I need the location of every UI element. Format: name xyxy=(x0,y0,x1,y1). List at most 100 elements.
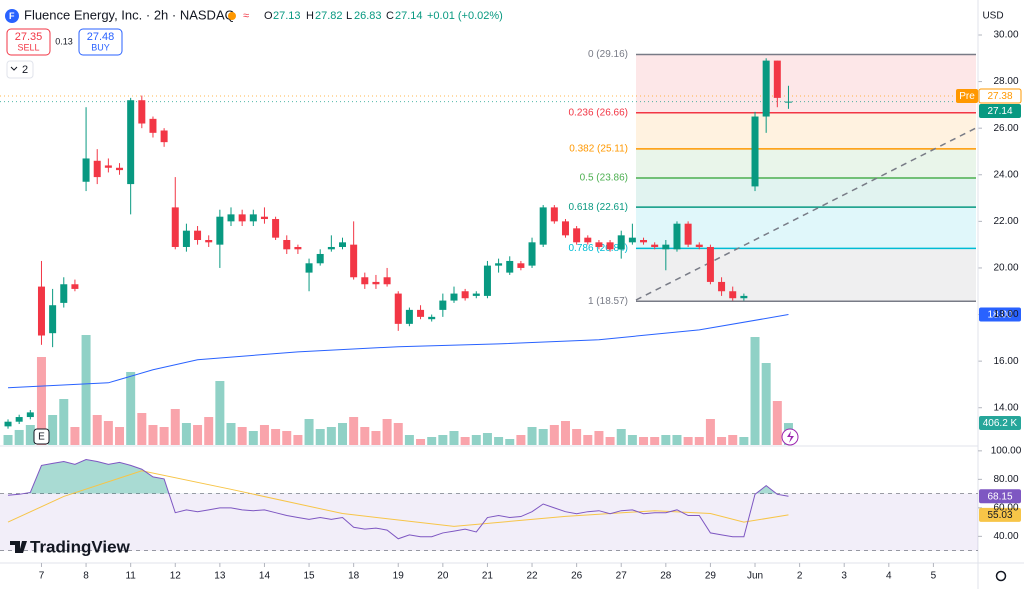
volume-bar xyxy=(672,435,682,445)
buy-label: BUY xyxy=(91,42,110,52)
candle-body xyxy=(171,207,179,247)
candle-body xyxy=(116,167,124,171)
price-tag-label: 27.14 xyxy=(987,106,1012,117)
candle-body xyxy=(194,230,202,240)
volume-bar xyxy=(304,419,314,445)
volume-bar xyxy=(315,429,325,445)
rsi-line xyxy=(7,459,789,540)
candle-body xyxy=(127,100,135,185)
fib-zone xyxy=(636,248,976,302)
candle-body xyxy=(260,216,268,220)
market-status-icon xyxy=(228,12,236,20)
volume-bar xyxy=(181,423,191,445)
candle-body xyxy=(428,316,436,320)
candle-body xyxy=(327,246,335,250)
settings-icon[interactable] xyxy=(995,570,1007,582)
price-tag xyxy=(979,104,1021,119)
volume-bar xyxy=(293,435,303,445)
change-value: +0.01 (+0.02%) xyxy=(427,10,503,22)
candle-body xyxy=(149,118,157,133)
price-tag-label: 27.38 xyxy=(987,91,1012,102)
pre-tag xyxy=(956,89,978,104)
candle-body xyxy=(82,158,90,182)
x-tick-label: 22 xyxy=(526,571,538,582)
volume-bar xyxy=(717,437,727,445)
logo-letter: F xyxy=(9,11,15,21)
ohlc-value: 26.83 xyxy=(354,10,382,22)
fibonacci: 0 (29.16) 0.236 (26.66) 0.382 (25.11) 0.5 (… xyxy=(569,49,976,307)
candle-body xyxy=(773,60,781,98)
price-tag xyxy=(978,88,1022,104)
volume-bar xyxy=(204,417,214,445)
x-tick-label: 5 xyxy=(931,571,937,582)
buy-button[interactable] xyxy=(78,28,123,56)
candle-body xyxy=(71,284,79,289)
fib-label: 0.236 (26.66) xyxy=(569,107,629,118)
volume-bar xyxy=(248,431,258,445)
volume-bar xyxy=(170,409,180,445)
overbought-fill xyxy=(8,459,789,494)
candle-body xyxy=(361,277,369,285)
candle-body xyxy=(517,263,525,268)
symbol-title[interactable]: Fluence Energy, Inc. · 2h · NASDAQ xyxy=(24,7,235,22)
volume-bar xyxy=(382,419,392,445)
candle-body xyxy=(339,242,347,247)
candle-body xyxy=(740,295,748,299)
candle-body xyxy=(506,260,514,273)
x-tick-label: 8 xyxy=(83,571,89,582)
volume-bar xyxy=(650,437,660,445)
buy-price: 27.48 xyxy=(87,31,115,43)
volume-bar xyxy=(259,425,269,445)
candle-body xyxy=(751,116,759,187)
volume-bar xyxy=(103,421,113,445)
y-tick-label: 40.00 xyxy=(993,531,1018,542)
price-tag xyxy=(979,416,1021,431)
volume-bar xyxy=(538,429,548,445)
candle-body xyxy=(60,284,68,303)
volume-bar xyxy=(237,427,247,445)
x-tick-label: 13 xyxy=(214,571,226,582)
fib-label: 0.5 (23.86) xyxy=(580,173,628,184)
volume-bar xyxy=(572,429,582,445)
fib-label: 1 (18.57) xyxy=(588,296,628,307)
fib-label: 0.382 (25.11) xyxy=(569,144,628,155)
volume-bar xyxy=(193,425,203,445)
x-tick-label: 29 xyxy=(705,571,717,582)
candle-body xyxy=(283,239,291,250)
candle-body xyxy=(495,263,503,266)
price-tag-label: 55.03 xyxy=(987,510,1012,521)
y-tick-label: 30.00 xyxy=(993,30,1018,41)
x-tick-label: 19 xyxy=(393,571,405,582)
fib-label: 0.786 (20.84) xyxy=(569,243,629,254)
candle-body xyxy=(684,223,692,245)
volume-bar xyxy=(438,435,448,445)
price-tag-label: 406.2 K xyxy=(983,418,1018,429)
candle-body xyxy=(695,244,703,247)
fib-zone xyxy=(636,112,976,149)
volume-bar xyxy=(115,427,125,445)
earnings-marker[interactable] xyxy=(33,428,50,445)
sell-button[interactable] xyxy=(6,28,51,56)
price-pane xyxy=(0,34,982,445)
x-tick-label: 14 xyxy=(259,571,271,582)
y-tick-label: 22.00 xyxy=(993,216,1018,227)
x-tick-label: Jun xyxy=(747,571,763,582)
x-tick-label: 28 xyxy=(660,571,672,582)
price-tag xyxy=(979,489,1021,504)
candle-body xyxy=(160,130,168,143)
candle-body xyxy=(762,60,770,117)
candle-body xyxy=(550,207,558,222)
ohlc-value: 27.14 xyxy=(395,10,423,22)
indicator-toggle[interactable] xyxy=(6,60,34,79)
candle-body xyxy=(706,246,714,282)
candle-body xyxy=(606,242,614,250)
pre-tag-label: Pre xyxy=(959,91,975,102)
y-tick-label: 18.00 xyxy=(993,309,1018,320)
volume-bar xyxy=(616,429,626,445)
currency[interactable]: USD xyxy=(982,11,1003,22)
volume-bar xyxy=(694,437,704,445)
y-tick-label: 14.00 xyxy=(993,402,1018,413)
volume-bar xyxy=(3,435,13,445)
volume-bar xyxy=(583,435,593,445)
